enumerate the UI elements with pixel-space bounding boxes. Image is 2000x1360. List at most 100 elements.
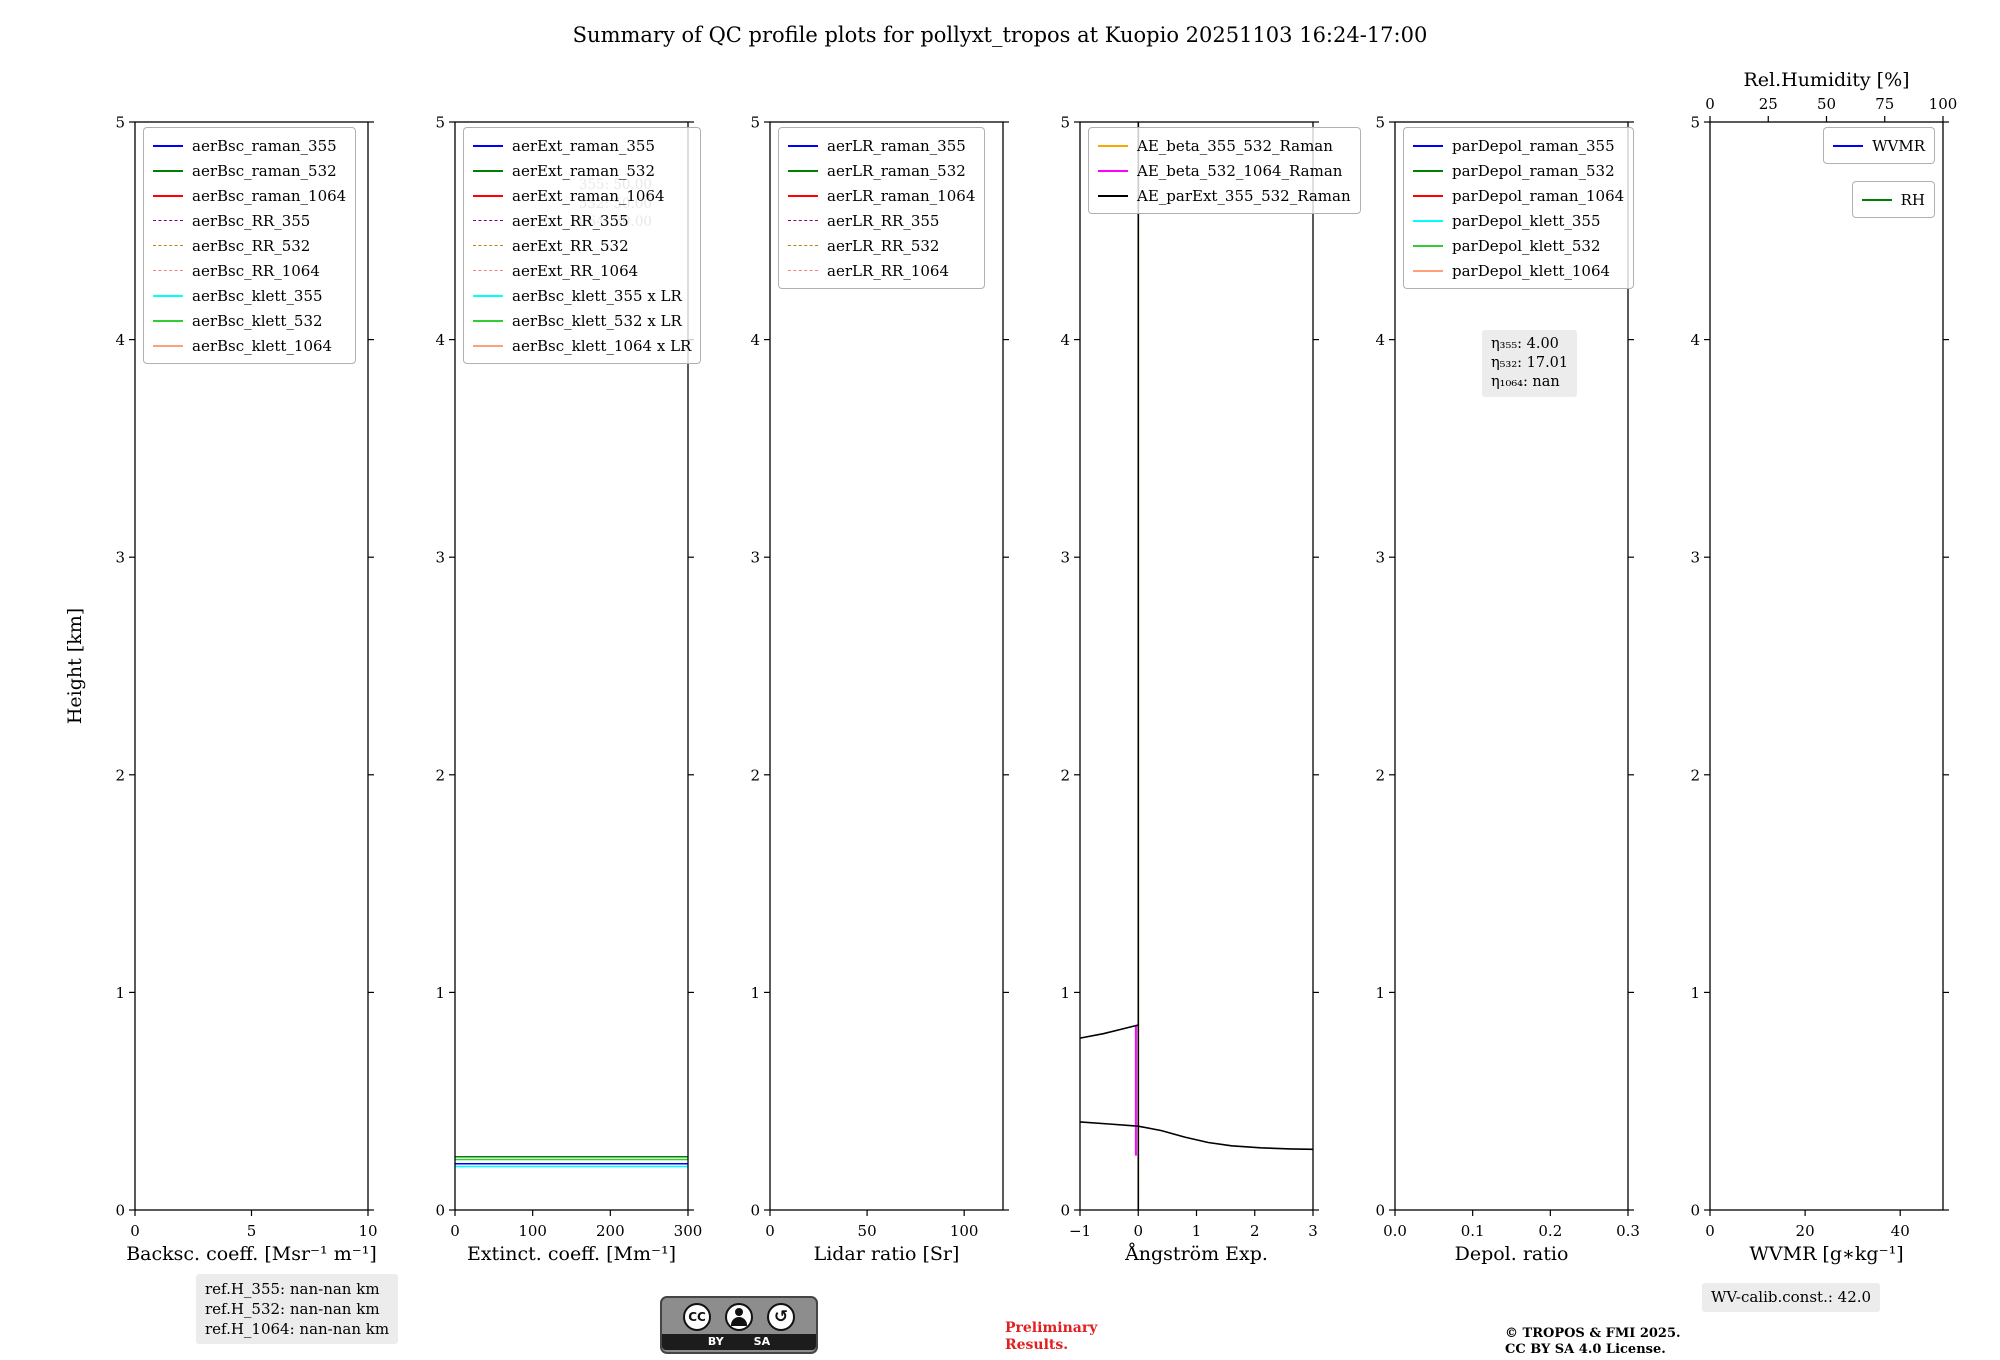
y-tick-label: 4: [1375, 331, 1385, 349]
ref-h-1064: ref.H_1064: nan-nan km: [205, 1320, 390, 1338]
legend-label: aerExt_RR_1064: [512, 261, 639, 280]
y-tick-label: 2: [1060, 766, 1070, 784]
legend-entry: aerBsc_RR_355: [153, 208, 346, 233]
legend-line-sample: [153, 169, 183, 172]
copyright-note: © TROPOS & FMI 2025. CC BY SA 4.0 Licens…: [1505, 1326, 1681, 1357]
x-tick-label: 0: [765, 1222, 775, 1240]
top-tick-label: 25: [1759, 95, 1778, 113]
legend-line-sample: [473, 169, 503, 172]
x-tick-label: 0: [1133, 1222, 1143, 1240]
legend-line-sample: [473, 344, 503, 347]
x-tick-label: 0: [1705, 1222, 1715, 1240]
y-tick-label: 0: [435, 1202, 445, 1220]
x-tick-label: 10: [358, 1222, 377, 1240]
x-tick-label: 0.3: [1616, 1222, 1640, 1240]
legend-line-sample: [1098, 169, 1128, 172]
legend-line-sample: [473, 194, 503, 197]
x-tick-label: 50: [858, 1222, 877, 1240]
y-tick-label: 5: [435, 114, 445, 132]
axes-frame: [454, 121, 689, 1211]
y-tick-label: 1: [1375, 984, 1385, 1002]
person-head-shape: [735, 1308, 743, 1316]
legend-entry: AE_parExt_355_532_Raman: [1098, 183, 1351, 208]
legend-entry: aerLR_RR_532: [788, 233, 975, 258]
legend-line-sample: [473, 220, 503, 221]
y-tick-label: 1: [1060, 984, 1070, 1002]
legend-label: RH: [1900, 190, 1925, 209]
legend-entry: parDepol_klett_1064: [1413, 258, 1624, 283]
legend-label: parDepol_raman_1064: [1452, 186, 1625, 205]
legend-label: aerLR_RR_532: [827, 236, 940, 255]
legend-entry: aerExt_raman_532: [473, 158, 691, 183]
legend-entry: parDepol_raman_532: [1413, 158, 1624, 183]
legend-entry: aerBsc_raman_532: [153, 158, 346, 183]
y-tick-label: 2: [1375, 766, 1385, 784]
attribution-person-icon: [725, 1303, 753, 1331]
x-axis-label: Ångström Exp.: [1124, 1243, 1268, 1265]
y-tick-label: 5: [1690, 114, 1700, 132]
legend-entry: aerExt_RR_532: [473, 233, 691, 258]
eta-1064: η₁₀₆₄: nan: [1491, 374, 1560, 390]
legend-line-sample: [1861, 198, 1892, 201]
legend-label: aerBsc_raman_1064: [192, 186, 347, 205]
share-alike-arrow-icon: ↺: [767, 1303, 795, 1331]
person-body-shape: [731, 1317, 747, 1326]
y-tick-label: 5: [115, 114, 125, 132]
legend-entry: parDepol_raman_355: [1413, 133, 1624, 158]
legend-line-sample: [788, 194, 818, 197]
y-tick-label: 3: [1060, 549, 1070, 567]
legend-entry: AE_beta_532_1064_Raman: [1098, 158, 1351, 183]
panel-1: 0 5 10 0 1 2 3 4 5 Backsc. coeff. [Msr⁻¹ m⁻¹]: [115, 114, 377, 1266]
y-tick-label: 1: [750, 984, 760, 1002]
legend-line-sample: [473, 270, 503, 271]
cc-license-badge: CC ↺ BY SA: [660, 1296, 818, 1354]
legend-panel-4: AE_beta_355_532_Raman AE_beta_532_1064_Ra…: [1088, 127, 1361, 214]
y-tick-label: 3: [115, 549, 125, 567]
legend-entry: aerBsc_klett_355: [153, 283, 346, 308]
legend-entry: aerLR_RR_355: [788, 208, 975, 233]
legend-line-sample: [1413, 244, 1443, 247]
legend-line-sample: [153, 294, 183, 297]
legend-label: aerBsc_RR_355: [192, 211, 311, 230]
y-tick-label: 2: [750, 766, 760, 784]
x-tick-label: 0.2: [1538, 1222, 1562, 1240]
x-tick-label: 40: [1891, 1222, 1910, 1240]
x-tick-label: 100: [518, 1222, 547, 1240]
legend-entry: aerBsc_RR_1064: [153, 258, 346, 283]
legend-line-sample: [788, 270, 818, 271]
legend-label: aerLR_RR_355: [827, 211, 940, 230]
y-tick-label: 3: [435, 549, 445, 567]
legend-line-sample: [153, 144, 183, 147]
ref-h-355: ref.H_355: nan-nan km: [205, 1280, 380, 1298]
legend-label: aerBsc_RR_1064: [192, 261, 320, 280]
legend-panel-1: aerBsc_raman_355 aerBsc_raman_532 aerBsc_r…: [143, 127, 357, 364]
legend-entry: aerLR_RR_1064: [788, 258, 975, 283]
y-tick-label: 4: [115, 331, 125, 349]
y-tick-label: 1: [115, 984, 125, 1002]
legend-panel-6: WVMR: [1823, 127, 1935, 164]
legend-label: aerBsc_raman_355: [192, 136, 337, 155]
x-tick-label: 200: [596, 1222, 625, 1240]
legend-line-sample: [473, 144, 503, 147]
x-tick-label: 0: [450, 1222, 460, 1240]
legend-line-sample: [153, 344, 183, 347]
panel-5: 0.0 0.1 0.2 0.3 0 1 2 3 4 5 Depol. ratio: [1375, 114, 1639, 1266]
y-tick-label: 4: [435, 331, 445, 349]
series-AE_parExt_355_532_Raman: [1079, 1024, 1139, 1039]
x-tick-label: 300: [674, 1222, 703, 1240]
legend-entry: aerBsc_raman_1064: [153, 183, 346, 208]
y-tick-label: 0: [750, 1202, 760, 1220]
legend-line-sample: [473, 294, 503, 297]
legend-entry: RH: [1861, 187, 1925, 212]
y-tick-label: 1: [435, 984, 445, 1002]
y-tick-label: 5: [1375, 114, 1385, 132]
x-axis-label: Depol. ratio: [1455, 1243, 1569, 1265]
y-tick-label: 2: [1690, 766, 1700, 784]
x-tick-label: 5: [247, 1222, 257, 1240]
legend-panel-6-2: RH: [1851, 181, 1935, 218]
top-tick-label: 50: [1817, 95, 1836, 113]
legend-entry: aerExt_raman_355: [473, 133, 691, 158]
legend-line-sample: [153, 220, 183, 221]
top-tick-label: 75: [1875, 95, 1894, 113]
y-tick-label: 3: [1690, 549, 1700, 567]
